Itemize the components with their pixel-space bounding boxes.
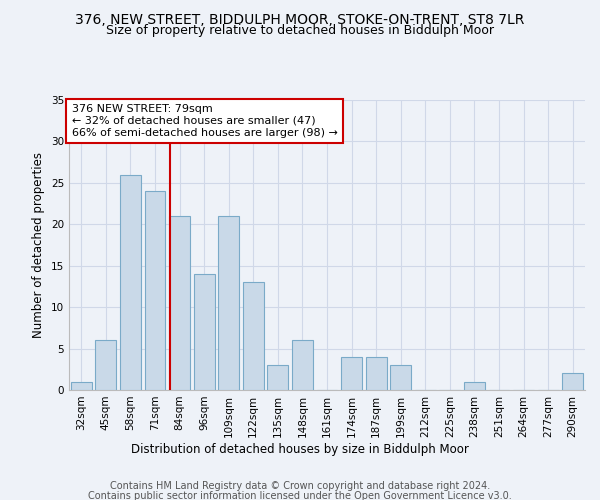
Text: Contains public sector information licensed under the Open Government Licence v3: Contains public sector information licen… (88, 491, 512, 500)
Bar (464, 382, 485, 390)
Bar (243, 282, 264, 390)
Text: Size of property relative to detached houses in Biddulph Moor: Size of property relative to detached ho… (106, 24, 494, 37)
Bar (71, 382, 92, 390)
Text: 376, NEW STREET, BIDDULPH MOOR, STOKE-ON-TRENT, ST8 7LR: 376, NEW STREET, BIDDULPH MOOR, STOKE-ON… (76, 12, 524, 26)
Bar (292, 340, 313, 390)
Bar (365, 357, 386, 390)
Text: Distribution of detached houses by size in Biddulph Moor: Distribution of detached houses by size … (131, 442, 469, 456)
Text: Contains HM Land Registry data © Crown copyright and database right 2024.: Contains HM Land Registry data © Crown c… (110, 481, 490, 491)
Bar (562, 374, 583, 390)
Bar (194, 274, 215, 390)
Bar (120, 174, 141, 390)
Bar (341, 357, 362, 390)
Y-axis label: Number of detached properties: Number of detached properties (32, 152, 46, 338)
Bar (218, 216, 239, 390)
Bar (390, 365, 411, 390)
Bar (169, 216, 190, 390)
Text: 376 NEW STREET: 79sqm
← 32% of detached houses are smaller (47)
66% of semi-deta: 376 NEW STREET: 79sqm ← 32% of detached … (71, 104, 337, 138)
Bar (145, 191, 166, 390)
Bar (268, 365, 289, 390)
Bar (95, 340, 116, 390)
